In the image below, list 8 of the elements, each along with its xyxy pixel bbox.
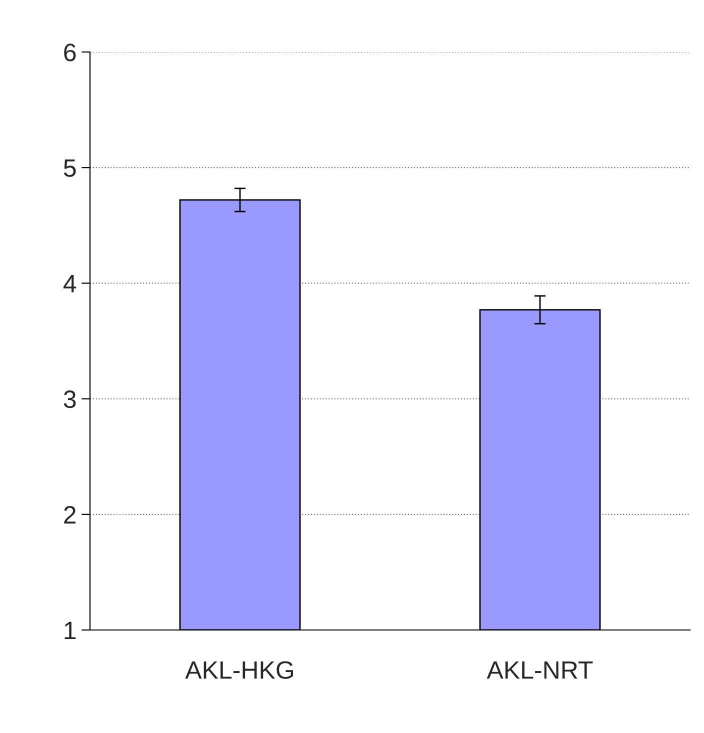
y-tick-label: 1: [64, 622, 76, 640]
y-tick-label: 4: [63, 275, 76, 292]
x-tick-label: AKL-HKG: [185, 661, 294, 679]
y-tick-label: 6: [64, 44, 76, 62]
x-tick-label: AKL-NRT: [486, 661, 593, 679]
y-tick-label: 2: [64, 506, 76, 524]
y-tick-label: 5: [64, 159, 76, 177]
y-tick-label: 3: [64, 390, 76, 408]
